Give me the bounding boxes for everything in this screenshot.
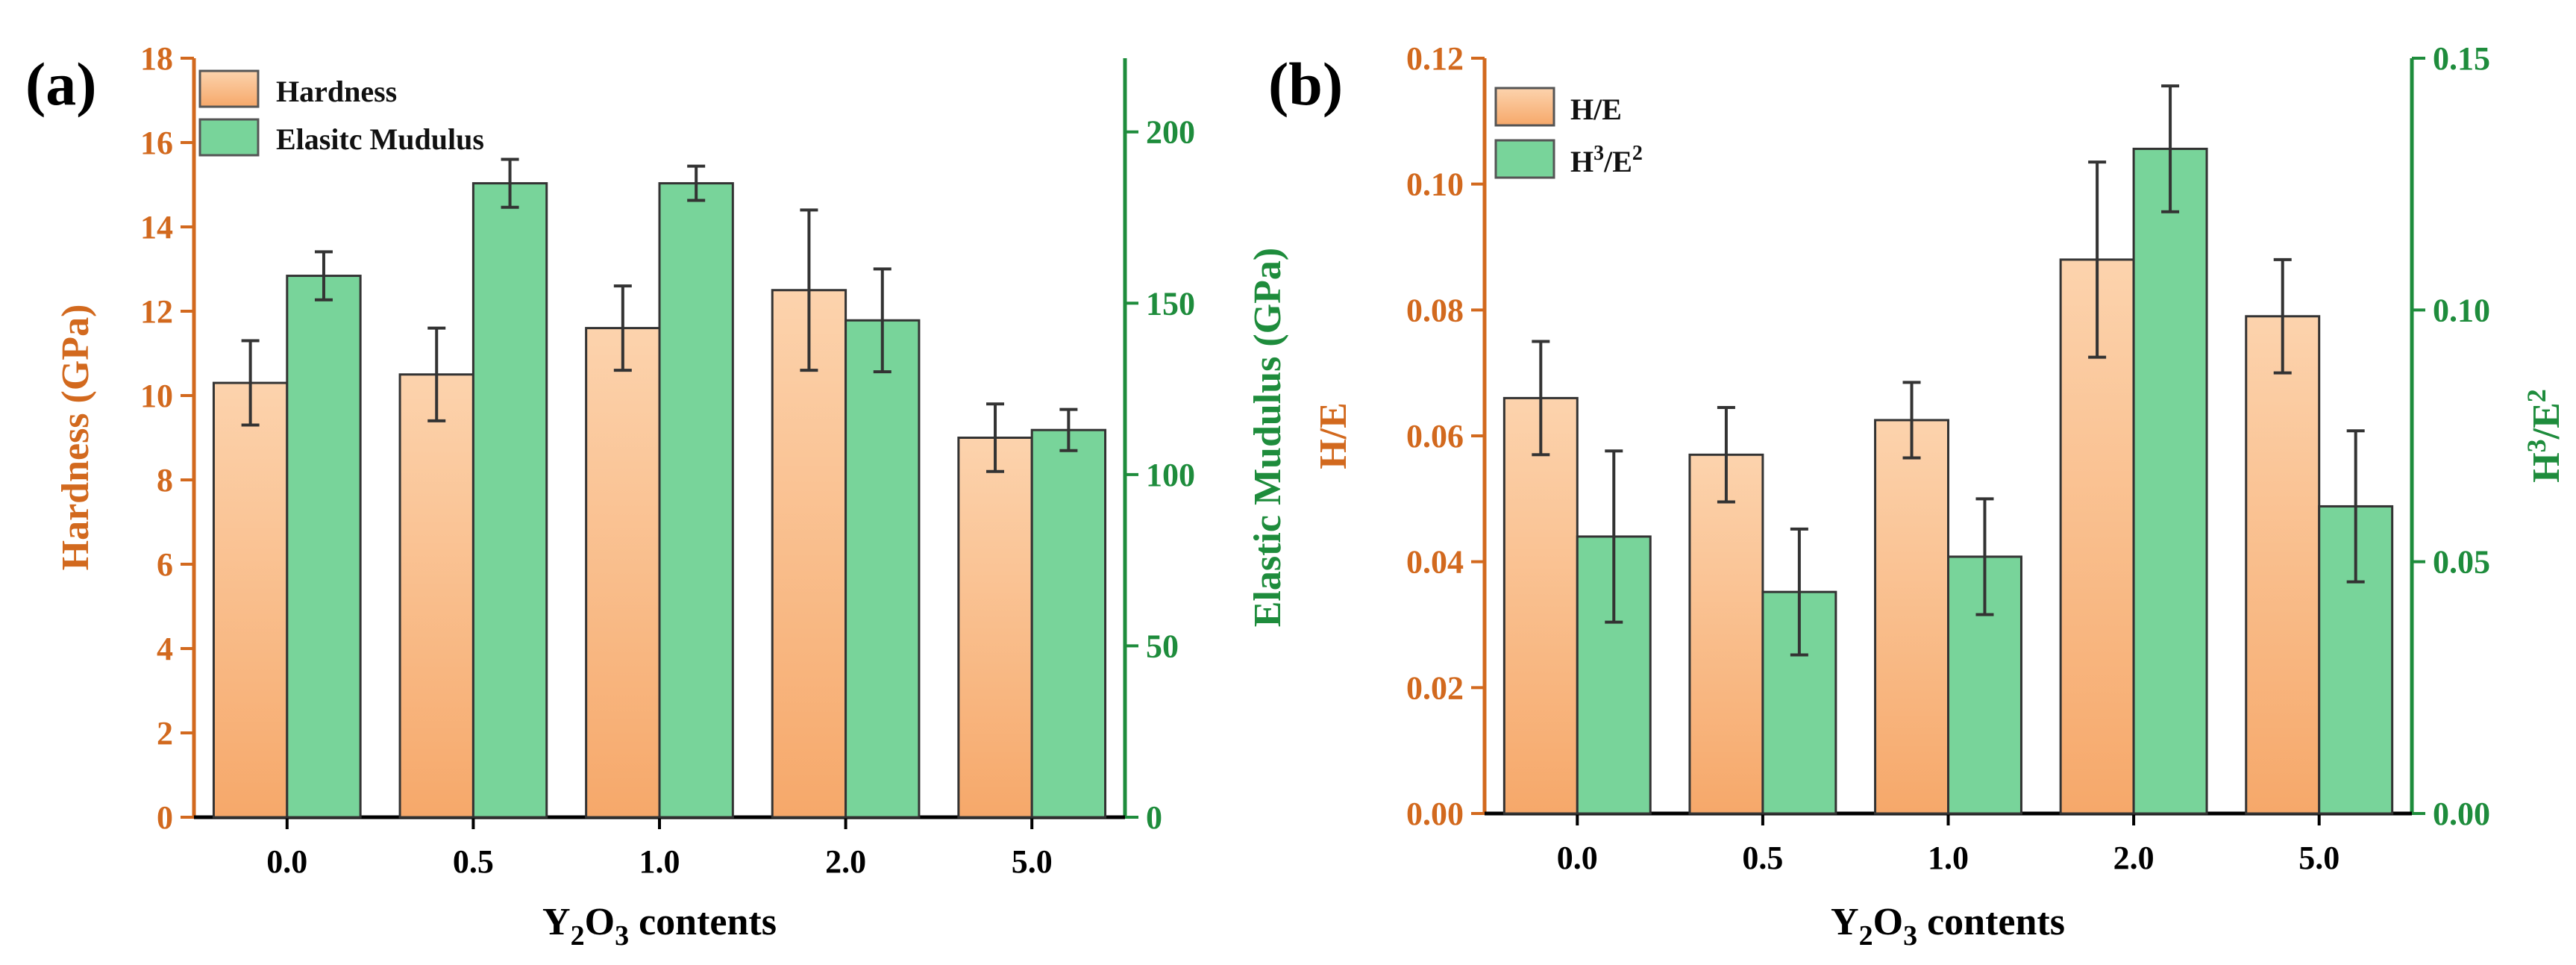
left-tick-label: 0.08 xyxy=(1406,292,1464,328)
x-tick-label: 2.0 xyxy=(825,843,866,880)
left-axis-ticks: 0 2 4 6 8 10 12 14 16 18 xyxy=(140,40,194,836)
bar-elasitc-mudulus xyxy=(1030,428,1107,819)
x-axis-title: Y2O3 contents xyxy=(542,901,777,952)
legend-swatch-modulus xyxy=(198,118,260,157)
bar-h-e xyxy=(1502,396,1579,815)
left-tick-label: 18 xyxy=(140,40,173,77)
x-tick-label: 1.0 xyxy=(1928,840,1969,876)
left-tick-label: 0.04 xyxy=(1406,544,1464,581)
left-tick-label: 0 xyxy=(157,799,173,836)
panel-a: (a) 0 2 4 6 8 10 12 14 16 18 0 50 100 150 200 0.0 0.5 1… xyxy=(25,40,1289,952)
x-tick-label: 0.0 xyxy=(1557,840,1598,876)
bar-elasitc-mudulus xyxy=(286,275,362,819)
left-axis-ticks: 0.00 0.02 0.04 0.06 0.08 0.10 0.12 xyxy=(1406,40,1485,832)
x-axis-title: Y2O3 contents xyxy=(1831,901,2065,952)
x-axis-ticks: 0.0 0.5 1.0 2.0 5.0 xyxy=(266,817,1053,880)
right-tick-label: 200 xyxy=(1146,114,1195,151)
legend-swatch-hardness xyxy=(198,69,260,108)
bar-h-e xyxy=(2245,315,2321,815)
x-tick-label: 5.0 xyxy=(1012,843,1053,880)
bar-elasitc-mudulus xyxy=(658,182,734,819)
left-tick-label: 16 xyxy=(140,125,173,161)
x-axis-ticks: 0.0 0.5 1.0 2.0 5.0 xyxy=(1557,813,2340,876)
bar-hardness xyxy=(585,327,661,819)
legend: Hardness Elasitc Mudulus xyxy=(198,69,484,157)
left-axis-title: H/E xyxy=(1312,402,1355,469)
bar-h-e xyxy=(1874,419,1949,815)
panel-b: (b) 0.000.020.040.060.080.100.12 0.000.0… xyxy=(1268,40,2568,952)
panel-label-b: (b) xyxy=(1268,50,1343,118)
bar-hardness xyxy=(212,381,289,819)
legend-label-hardness: Hardness xyxy=(276,75,397,108)
bar-hardness xyxy=(398,373,474,819)
left-tick-label: 0.06 xyxy=(1406,418,1464,455)
right-axis-ticks: 0.00 0.05 0.10 0.15 xyxy=(2412,40,2490,832)
right-tick-label: 0 xyxy=(1146,799,1162,836)
left-tick-label: 14 xyxy=(140,209,173,246)
x-tick-label: 0.0 xyxy=(266,843,307,880)
right-axis-ticks: 0 50 100 150 200 xyxy=(1125,114,1195,836)
x-tick-label: 0.5 xyxy=(453,843,494,880)
right-tick-label: 100 xyxy=(1146,457,1195,493)
left-tick-label: 10 xyxy=(140,378,173,414)
legend-label-h3-over-e2: H3/E2 xyxy=(1570,142,1643,178)
right-tick-label: 50 xyxy=(1146,628,1179,664)
right-tick-label: 150 xyxy=(1146,285,1195,322)
left-tick-label: 6 xyxy=(157,546,173,583)
right-tick-label: 0.00 xyxy=(2433,796,2490,832)
legend-swatch-h3-over-e2 xyxy=(1494,139,1555,179)
left-tick-label: 8 xyxy=(157,462,173,499)
legend: H/E H3/E2 xyxy=(1494,87,1643,179)
x-tick-label: 1.0 xyxy=(639,843,680,880)
bar-elasitc-mudulus xyxy=(844,319,921,819)
left-tick-label: 0.00 xyxy=(1406,796,1464,832)
left-axis-title: Hardness (GPa) xyxy=(54,305,97,571)
bar-hardness xyxy=(957,437,1033,819)
right-tick-label: 0.10 xyxy=(2433,292,2490,328)
left-tick-label: 0.10 xyxy=(1406,166,1464,203)
left-tick-label: 12 xyxy=(140,293,173,330)
bars xyxy=(1502,84,2394,815)
x-tick-label: 0.5 xyxy=(1742,840,1783,876)
left-tick-label: 4 xyxy=(157,631,173,667)
right-axis-title: H3/E2 xyxy=(2522,389,2568,483)
x-tick-label: 2.0 xyxy=(2113,840,2154,876)
left-tick-label: 0.12 xyxy=(1406,40,1464,77)
left-tick-label: 0.02 xyxy=(1406,669,1464,706)
x-tick-label: 5.0 xyxy=(2298,840,2340,876)
legend-swatch-h-over-e xyxy=(1494,87,1555,127)
left-tick-label: 2 xyxy=(157,715,173,752)
legend-label-h-over-e: H/E xyxy=(1570,93,1622,126)
right-axis-title: Elastic Mudulus (GPa) xyxy=(1247,248,1289,628)
panel-label-a: (a) xyxy=(25,50,97,118)
legend-label-modulus: Elasitc Mudulus xyxy=(276,122,484,156)
bar-h3-e2 xyxy=(2132,147,2208,815)
right-tick-label: 0.05 xyxy=(2433,544,2490,581)
bar-h-e xyxy=(1688,453,1764,815)
bars xyxy=(212,157,1107,819)
right-tick-label: 0.15 xyxy=(2433,40,2490,77)
bar-elasitc-mudulus xyxy=(471,182,548,819)
